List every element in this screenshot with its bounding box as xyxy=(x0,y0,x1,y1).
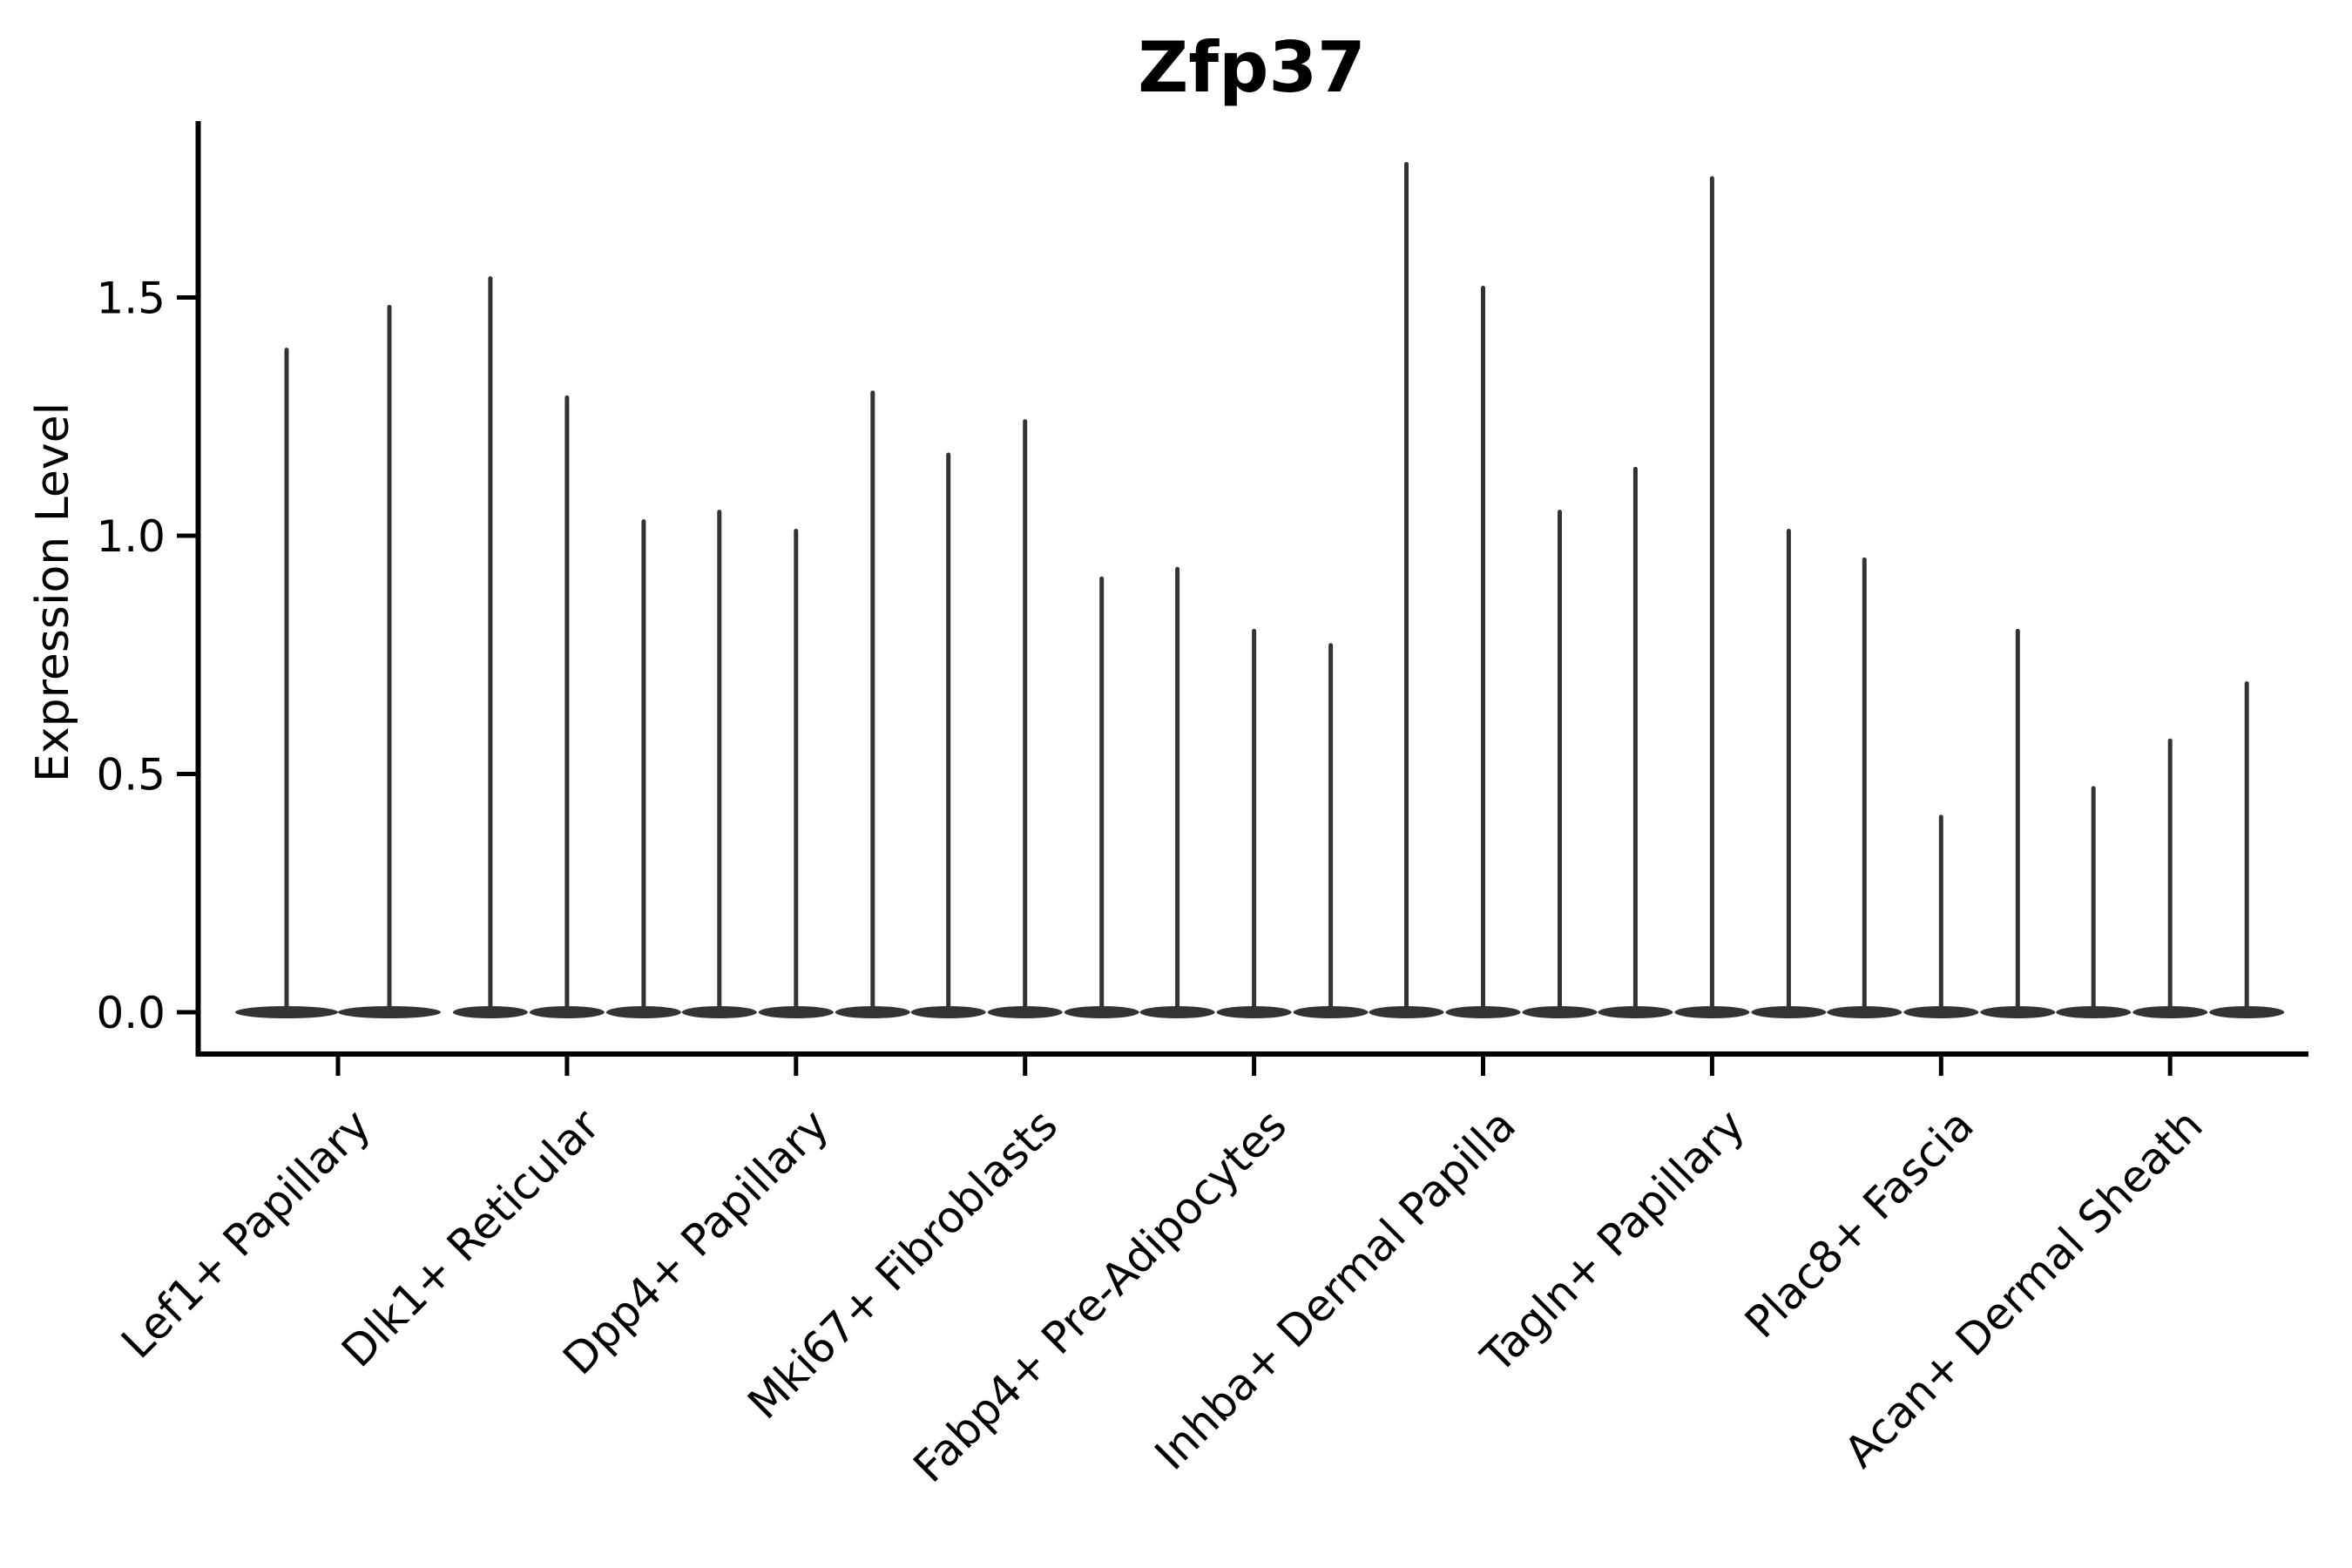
violin xyxy=(1216,628,1292,1018)
y-axis-label: Expression Level xyxy=(27,402,79,782)
violin xyxy=(1598,466,1673,1018)
x-tick-label: Inhba+ Dermal Papilla xyxy=(1146,1099,1525,1479)
violin xyxy=(1064,576,1139,1018)
violin xyxy=(1827,557,1903,1018)
violin xyxy=(2056,786,2132,1018)
violin xyxy=(1139,566,1215,1018)
violin xyxy=(1522,510,1598,1018)
violin xyxy=(1674,176,1750,1018)
violin xyxy=(2132,738,2208,1018)
y-tick-label: 1.5 xyxy=(96,274,166,324)
chart-title: Zfp37 xyxy=(1138,27,1365,108)
violin xyxy=(2209,681,2285,1018)
violin xyxy=(529,395,605,1018)
violin xyxy=(1980,628,2056,1018)
violin xyxy=(1445,286,1521,1018)
x-tick-label: Fabp4+ Pre-Adipocytes xyxy=(904,1099,1297,1492)
violin xyxy=(910,452,986,1018)
violin xyxy=(1293,643,1369,1018)
violin xyxy=(338,304,441,1018)
y-tick-label: 0.0 xyxy=(96,988,166,1038)
violin xyxy=(835,390,910,1018)
violin xyxy=(452,276,528,1018)
violin xyxy=(681,510,757,1018)
violin xyxy=(1903,814,1979,1018)
x-tick-label: Lef1+ Papillary xyxy=(112,1099,380,1368)
violin xyxy=(605,519,681,1018)
y-axis-ticks: 0.0 0.5 1.0 1.5 xyxy=(96,274,196,1038)
violins-layer xyxy=(235,161,2285,1018)
violin xyxy=(235,348,338,1018)
y-tick-label: 1.0 xyxy=(96,511,166,562)
violin xyxy=(758,529,834,1018)
violin xyxy=(1369,161,1444,1018)
x-tick-label: Plac8+ Fascia xyxy=(1735,1099,1984,1348)
violin xyxy=(987,419,1063,1018)
violin xyxy=(1751,529,1827,1018)
y-tick-label: 0.5 xyxy=(96,750,166,801)
axes-spines xyxy=(195,121,2308,1057)
